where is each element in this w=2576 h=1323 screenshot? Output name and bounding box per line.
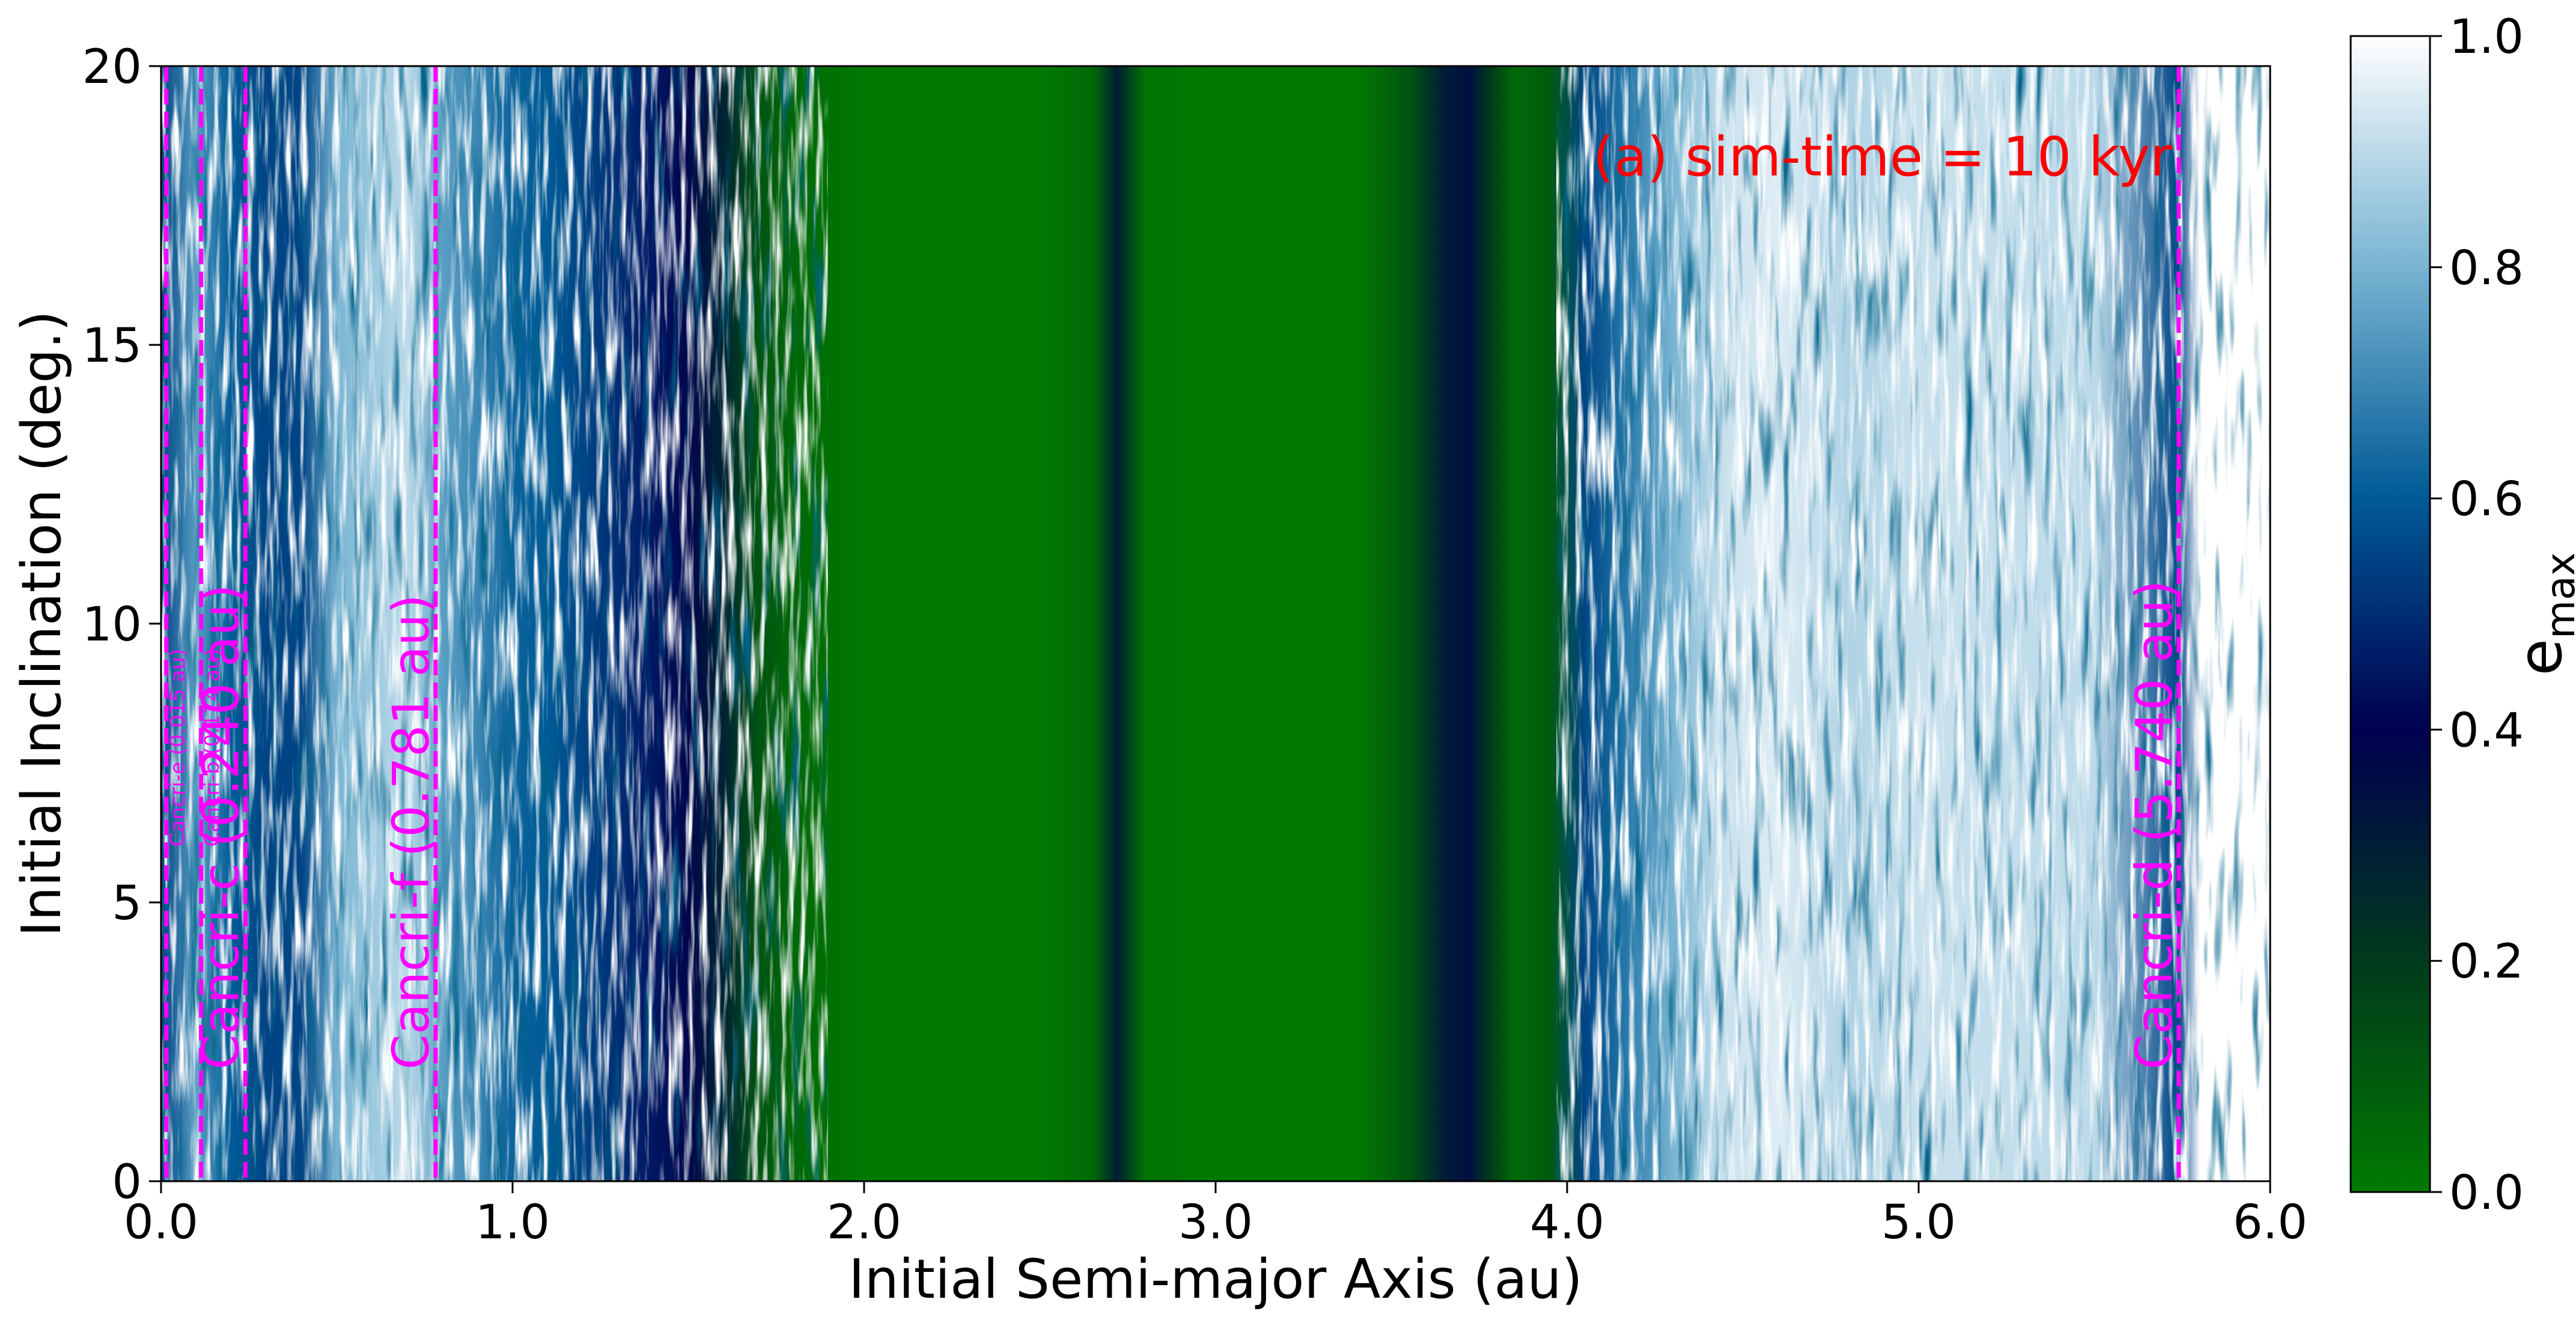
colorbar-tick-label: 0.8 xyxy=(2449,242,2524,296)
colorbar-tick-label: 0.2 xyxy=(2449,935,2524,989)
colorbar-ticks: 0.0 0.2 0.4 0.6 0.8 1.0 xyxy=(2430,10,2524,1220)
planet-label: Cancri-c (0.240 au) xyxy=(191,584,250,1069)
planet-label: Cancri-e (0.015 au) xyxy=(166,649,190,847)
planet-label: Cancri-d (5.740 au) xyxy=(2125,580,2184,1069)
x-tick-label: 1.0 xyxy=(475,1196,550,1250)
x-tick-label: 2.0 xyxy=(827,1196,901,1250)
y-tick-label: 0 xyxy=(112,1155,142,1209)
y-tick-label: 20 xyxy=(82,40,142,94)
planet-lines xyxy=(164,66,2181,1181)
colorbar-label-main: e xyxy=(2505,639,2575,676)
x-tick-label: 4.0 xyxy=(1530,1196,1604,1250)
plot-area: Cancri-e (0.015 au) Cancri-b (0.114 au)Ca… xyxy=(161,66,2270,1181)
colorbar-label: emax xyxy=(2505,552,2576,675)
y-axis-label: Initial Inclination (deg.) xyxy=(10,311,73,937)
x-tick-label: 0.0 xyxy=(124,1196,198,1250)
y-tick-label: 5 xyxy=(112,877,142,931)
x-axis: 0.0 1.0 2.0 3.0 4.0 5.0 6.0 xyxy=(124,1181,2307,1250)
colorbar-label-sub: max xyxy=(2538,552,2576,639)
colorbar-tick-label: 0.0 xyxy=(2449,1166,2524,1220)
colorbar-tick-label: 0.6 xyxy=(2449,473,2524,527)
colorbar-tick-label: 0.4 xyxy=(2449,704,2524,758)
y-tick-label: 10 xyxy=(82,598,142,652)
planet-label: Cancri-f (0.781 au) xyxy=(382,594,440,1069)
x-tick-label: 6.0 xyxy=(2233,1196,2307,1250)
sim-time-annotation: (a) sim-time = 10 kyr xyxy=(1593,126,2172,189)
planet-label: Cancri-b (0.114 au) xyxy=(201,648,225,847)
x-tick-label: 3.0 xyxy=(1178,1196,1253,1250)
y-tick-label: 15 xyxy=(82,319,142,373)
x-axis-label: Initial Semi-major Axis (au) xyxy=(848,1248,1583,1311)
colorbar xyxy=(2349,35,2431,1193)
y-axis: 0 5 10 15 20 xyxy=(82,40,161,1209)
chaotic-texture xyxy=(161,66,2270,1181)
x-tick-label: 5.0 xyxy=(1881,1196,1956,1250)
planet-labels: Cancri-e (0.015 au) Cancri-b (0.114 au)Ca… xyxy=(166,580,2184,1069)
colorbar-tick-label: 1.0 xyxy=(2449,10,2524,64)
